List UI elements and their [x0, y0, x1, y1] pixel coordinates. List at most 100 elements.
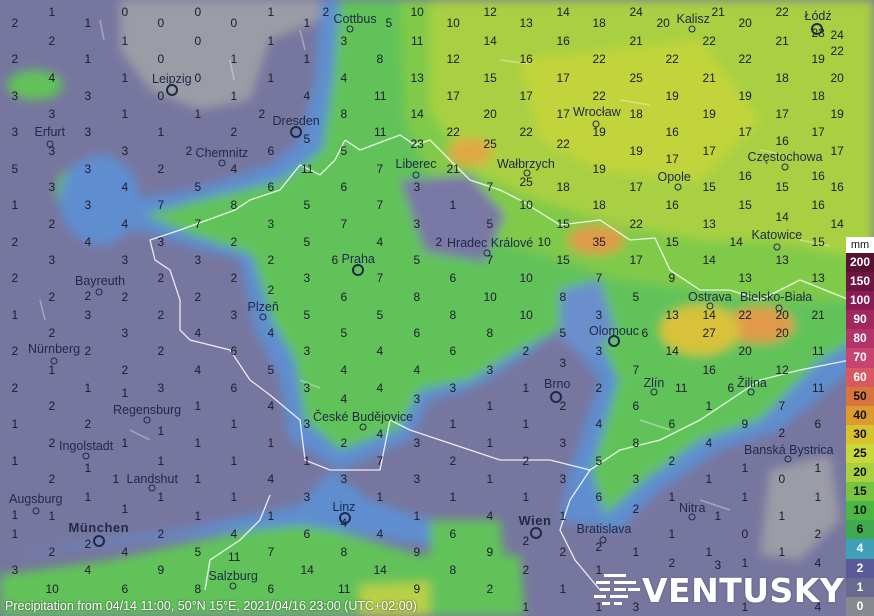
- city-marker[interactable]: [599, 536, 607, 544]
- city-marker[interactable]: [95, 288, 103, 296]
- precipitation-value: 1: [121, 107, 129, 121]
- precipitation-value: 13: [519, 15, 533, 30]
- precipitation-value: 3: [230, 307, 238, 322]
- precipitation-value: 3: [486, 362, 494, 377]
- precipitation-value: 24: [629, 4, 643, 19]
- city-marker[interactable]: [530, 527, 542, 539]
- precipitation-value: 3: [11, 88, 19, 103]
- city-marker[interactable]: [550, 391, 562, 403]
- city-marker[interactable]: [747, 388, 755, 396]
- precipitation-value: 8: [413, 289, 421, 304]
- precipitation-value: 3: [632, 472, 640, 486]
- city-marker[interactable]: [706, 302, 714, 310]
- precipitation-value: 4: [267, 399, 275, 413]
- precipitation-value: 9: [413, 545, 421, 559]
- precipitation-value: 5: [340, 326, 348, 340]
- precipitation-value: 5: [385, 15, 393, 30]
- precipitation-value: 17: [556, 107, 570, 121]
- city-label: Bielsko-Biała: [740, 290, 813, 304]
- city-marker[interactable]: [82, 452, 90, 460]
- city-marker[interactable]: [229, 582, 237, 590]
- city-marker[interactable]: [775, 304, 783, 312]
- city-marker[interactable]: [50, 357, 58, 365]
- city-marker[interactable]: [773, 243, 781, 251]
- precipitation-value: 3: [559, 355, 567, 370]
- precipitation-value: 3: [595, 344, 603, 359]
- precipitation-value: 9: [668, 271, 676, 286]
- precipitation-value: 1: [522, 599, 530, 614]
- precipitation-value: 8: [194, 581, 202, 596]
- city-marker[interactable]: [346, 25, 354, 33]
- city-marker[interactable]: [148, 484, 156, 492]
- precipitation-value: 8: [340, 545, 348, 559]
- city-marker[interactable]: [650, 388, 658, 396]
- city-marker[interactable]: [359, 423, 367, 431]
- city-marker[interactable]: [339, 512, 351, 524]
- city-marker[interactable]: [290, 126, 302, 138]
- city-marker[interactable]: [483, 249, 491, 257]
- precipitation-value: 1: [121, 386, 129, 400]
- precipitation-value: 9: [741, 417, 749, 432]
- precipitation-value: 17: [775, 107, 789, 121]
- city-marker[interactable]: [412, 171, 420, 179]
- precipitation-value: 2: [258, 107, 266, 121]
- precipitation-value: 1: [486, 399, 494, 413]
- city-marker[interactable]: [608, 335, 620, 347]
- precipitation-value: 1: [814, 460, 822, 475]
- precipitation-value: 14: [702, 253, 716, 267]
- city-label: Liberec: [395, 157, 437, 171]
- precipitation-value: 1: [48, 362, 56, 377]
- precipitation-value: 8: [449, 563, 457, 578]
- precipitation-value: 7: [157, 198, 165, 213]
- city-label: Dresden: [272, 114, 320, 128]
- precipitation-value: 13: [738, 271, 752, 286]
- precipitation-value: 1: [157, 424, 165, 439]
- city-label: Bratislava: [576, 522, 632, 536]
- city-label: Łódź: [804, 9, 832, 23]
- precipitation-value: 3: [714, 557, 722, 572]
- city-label: Salzburg: [208, 569, 258, 583]
- city-marker[interactable]: [259, 313, 267, 321]
- precipitation-value: 7: [376, 453, 384, 468]
- city-marker[interactable]: [93, 535, 105, 547]
- city-marker[interactable]: [674, 183, 682, 191]
- precipitation-value: 20: [775, 326, 789, 340]
- city-marker[interactable]: [166, 84, 178, 96]
- city-marker[interactable]: [592, 120, 600, 128]
- city-marker[interactable]: [688, 25, 696, 33]
- precipitation-value: 1: [522, 490, 530, 505]
- precipitation-value: 11: [374, 125, 387, 140]
- precipitation-value: 19: [830, 107, 844, 121]
- city-marker[interactable]: [523, 169, 531, 177]
- precipitation-value: 2: [595, 539, 603, 554]
- city-marker[interactable]: [784, 455, 792, 463]
- precipitation-value: 14: [665, 344, 679, 359]
- precipitation-value: 2: [522, 453, 530, 468]
- precipitation-value: 1: [11, 307, 19, 322]
- precipitation-value: 0: [121, 4, 129, 19]
- precipitation-value: 4: [84, 234, 92, 249]
- city-marker[interactable]: [688, 513, 696, 521]
- ventusky-logo[interactable]: VENTUSKY: [592, 572, 844, 610]
- precipitation-value: 1: [230, 490, 238, 505]
- city-marker[interactable]: [352, 264, 364, 276]
- city-marker[interactable]: [781, 163, 789, 171]
- city-marker[interactable]: [811, 23, 823, 35]
- city-marker[interactable]: [32, 507, 40, 515]
- precipitation-value: 20: [738, 15, 752, 30]
- precipitation-value: 3: [48, 143, 56, 158]
- city-marker[interactable]: [218, 159, 226, 167]
- precipitation-value: 3: [303, 490, 311, 505]
- precipitation-value: 6: [449, 526, 457, 541]
- precipitation-value: 1: [230, 453, 238, 468]
- precipitation-value: 21: [446, 161, 460, 176]
- city-marker[interactable]: [46, 140, 54, 148]
- precipitation-value: 8: [632, 435, 640, 450]
- precipitation-value: 7: [376, 198, 384, 213]
- precipitation-value: 4: [413, 362, 421, 377]
- precipitation-value: 5: [303, 198, 311, 213]
- city-marker[interactable]: [143, 416, 151, 424]
- precipitation-value: 1: [11, 453, 19, 468]
- precipitation-value: 1: [194, 399, 202, 413]
